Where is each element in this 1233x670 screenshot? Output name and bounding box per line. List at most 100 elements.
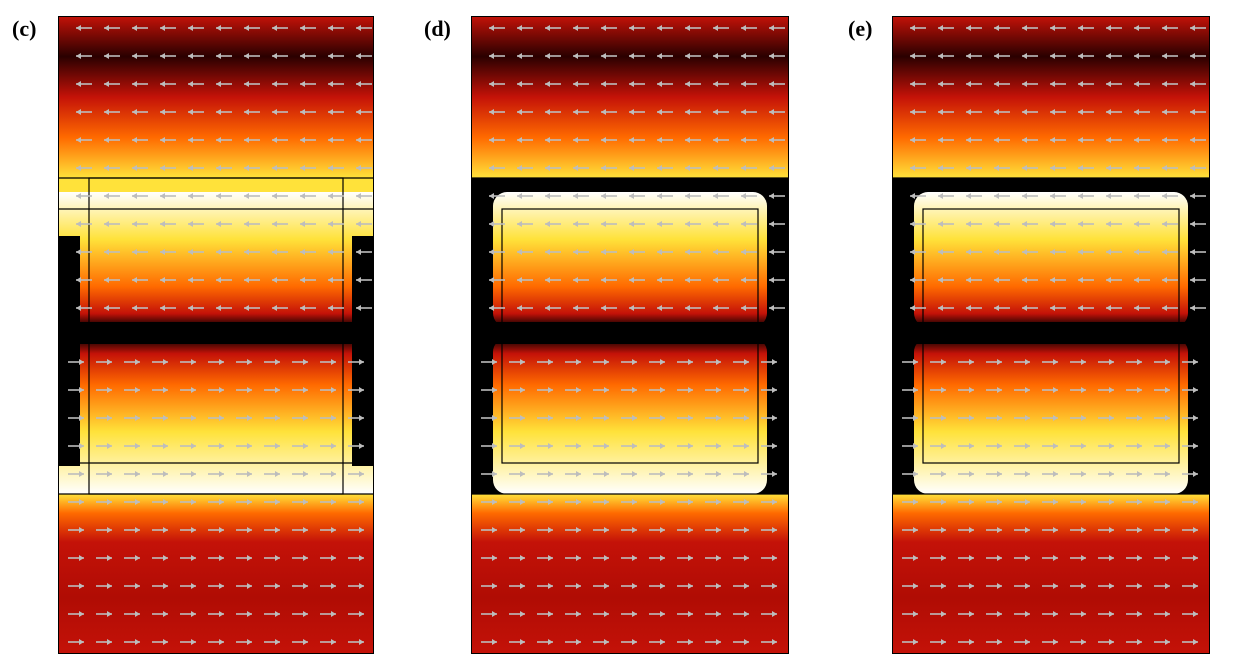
field-arrow-89 [938, 249, 954, 255]
field-arrow-105 [1078, 277, 1094, 283]
field-arrow-147 [180, 415, 196, 421]
field-arrow-120 [769, 305, 785, 311]
field-arrow-135 [986, 387, 1002, 393]
field-arrow-225 [1042, 611, 1058, 617]
field-arrow-159 [1042, 443, 1058, 449]
field-arrow-153 [1182, 415, 1198, 421]
field-arrow-12 [104, 53, 120, 59]
field-arrow-71 [1050, 193, 1066, 199]
field-arrow-202 [593, 555, 609, 561]
field-arrow-187 [481, 527, 497, 533]
field-arrow-216 [1098, 583, 1114, 589]
field-arrow-40 [272, 109, 288, 115]
field-arrow-137 [1042, 387, 1058, 393]
field-arrow-150 [264, 415, 280, 421]
field-arrow-68 [966, 193, 982, 199]
field-arrow-89 [104, 249, 120, 255]
field-arrow-12 [938, 53, 954, 59]
field-arrow-227 [264, 611, 280, 617]
field-arrow-103 [601, 277, 617, 283]
field-map-c [58, 16, 374, 654]
field-arrow-21 [769, 53, 785, 59]
field-arrow-172 [677, 471, 693, 477]
field-arrow-18 [272, 53, 288, 59]
field-arrow-161 [1098, 443, 1114, 449]
field-arrow-200 [124, 555, 140, 561]
field-arrow-174 [1154, 471, 1170, 477]
lower-field-region [892, 494, 1210, 654]
field-arrow-81 [1022, 221, 1038, 227]
field-arrow-73 [685, 193, 701, 199]
field-arrow-130 [733, 359, 749, 365]
field-arrow-106 [272, 277, 288, 283]
field-arrow-143 [902, 415, 918, 421]
field-arrow-126 [1042, 359, 1058, 365]
field-arrow-219 [761, 583, 777, 589]
field-arrow-193 [236, 527, 252, 533]
field-arrow-207 [1154, 555, 1170, 561]
field-arrow-210 [509, 583, 525, 589]
field-arrow-2 [132, 25, 148, 31]
field-arrow-14 [160, 53, 176, 59]
field-arrow-49 [1050, 137, 1066, 143]
field-arrow-109 [1190, 277, 1206, 283]
upper-hot-zone [914, 192, 1188, 327]
field-arrow-230 [761, 611, 777, 617]
field-arrow-225 [208, 611, 224, 617]
field-arrow-145 [124, 415, 140, 421]
field-arrow-127 [1070, 359, 1086, 365]
field-arrow-121 [902, 359, 918, 365]
field-arrow-99 [76, 277, 92, 283]
field-arrow-169 [593, 471, 609, 477]
field-arrow-100 [938, 277, 954, 283]
field-arrow-142 [761, 387, 777, 393]
field-arrow-80 [160, 221, 176, 227]
field-arrow-8 [713, 25, 729, 31]
field-arrow-159 [208, 443, 224, 449]
field-arrow-101 [545, 277, 561, 283]
field-arrow-179 [986, 499, 1002, 505]
field-arrow-105 [244, 277, 260, 283]
field-arrow-65 [769, 165, 785, 171]
field-arrow-101 [132, 277, 148, 283]
field-arrow-63 [300, 165, 316, 171]
field-arrow-160 [1070, 443, 1086, 449]
field-arrow-115 [1050, 305, 1066, 311]
field-arrow-177 [509, 499, 525, 505]
field-arrow-230 [348, 611, 364, 617]
field-arrow-39 [1078, 109, 1094, 115]
field-arrow-14 [994, 53, 1010, 59]
field-arrow-91 [160, 249, 176, 255]
field-arrow-205 [677, 555, 693, 561]
field-arrow-127 [649, 359, 665, 365]
field-arrow-213 [1014, 583, 1030, 589]
field-arrow-218 [320, 583, 336, 589]
field-arrow-6 [657, 25, 673, 31]
field-arrow-10 [356, 25, 372, 31]
field-arrow-97 [328, 249, 344, 255]
field-arrow-35 [966, 109, 982, 115]
field-arrow-114 [1022, 305, 1038, 311]
field-arrow-98 [769, 249, 785, 255]
field-arrow-222 [537, 611, 553, 617]
field-arrow-59 [601, 165, 617, 171]
panel-label-e: (e) [848, 16, 873, 41]
field-arrow-237 [1070, 639, 1086, 645]
field-arrow-132 [902, 387, 918, 393]
field-arrow-126 [208, 359, 224, 365]
field-arrow-193 [649, 527, 665, 533]
field-arrow-162 [1126, 443, 1142, 449]
field-arrow-94 [657, 249, 673, 255]
field-arrow-82 [216, 221, 232, 227]
field-arrow-181 [208, 499, 224, 505]
field-map-d-svg [471, 16, 789, 654]
field-arrow-236 [1042, 639, 1058, 645]
field-arrow-85 [1134, 221, 1150, 227]
field-arrow-62 [685, 165, 701, 171]
field-arrow-39 [657, 109, 673, 115]
field-arrow-194 [677, 527, 693, 533]
field-arrow-165 [902, 471, 918, 477]
field-arrow-72 [657, 193, 673, 199]
field-arrow-169 [180, 471, 196, 477]
field-arrow-72 [1078, 193, 1094, 199]
